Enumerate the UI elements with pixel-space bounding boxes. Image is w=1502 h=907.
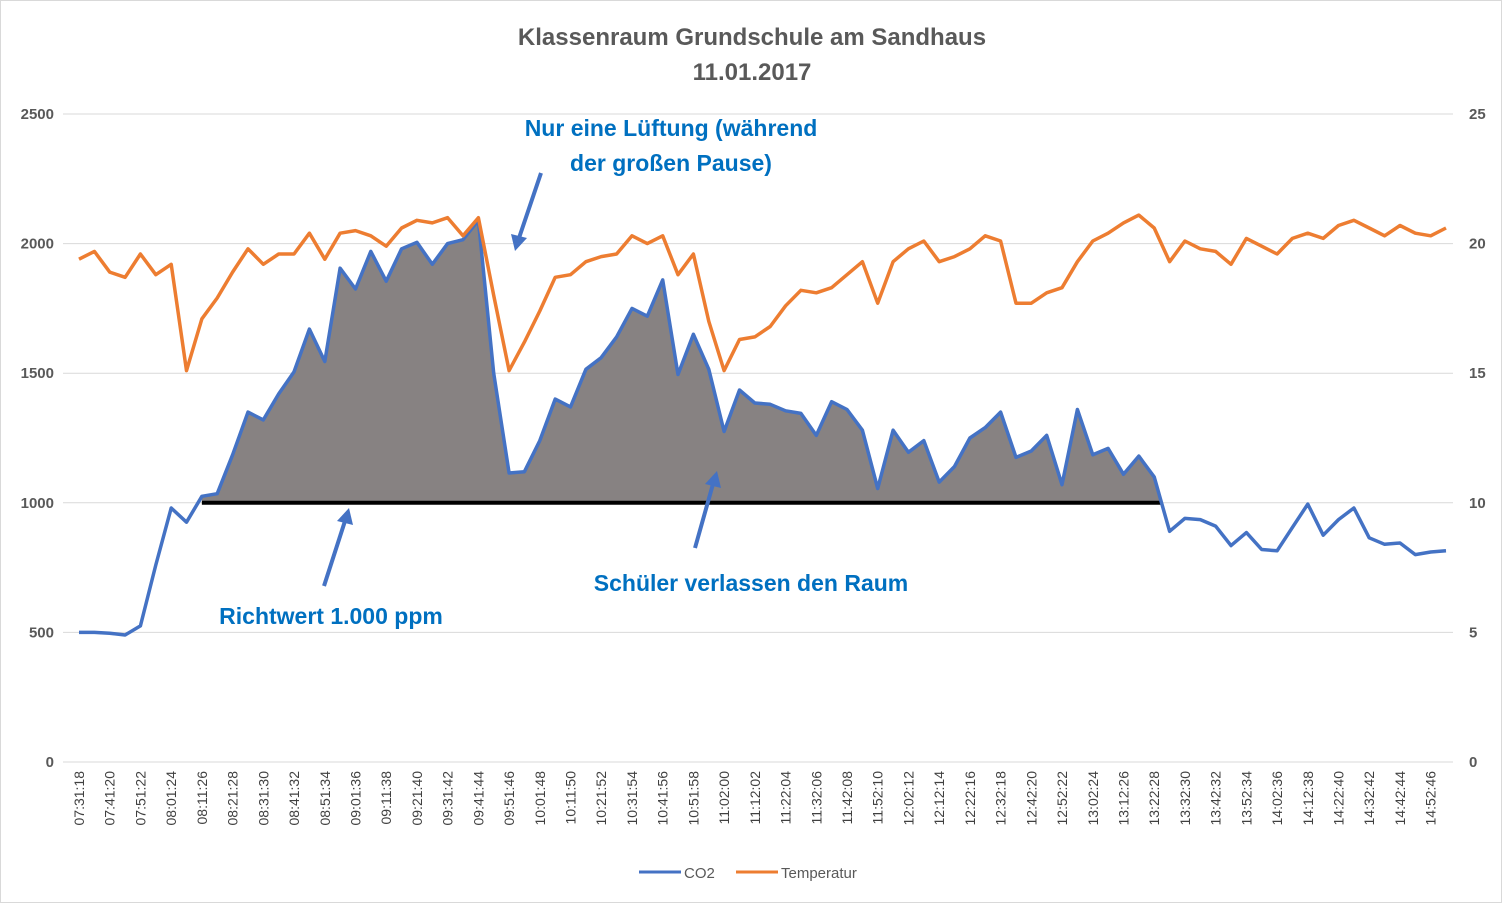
x-tick-label: 12:52:22 — [1054, 771, 1070, 826]
x-axis: 07:31:18 07:41:20 07:51:22 08:01:24 08:11:26… — [71, 771, 1439, 826]
y-left-tick-label: 2500 — [21, 106, 54, 123]
x-tick-label: 09:21:40 — [409, 771, 425, 826]
legend-temperature-label: Temperatur — [781, 865, 857, 882]
x-tick-label: 09:11:38 — [378, 771, 394, 825]
x-tick-label: 08:31:30 — [255, 771, 271, 826]
x-tick-label: 13:32:30 — [1177, 771, 1193, 826]
x-tick-label: 10:31:54 — [624, 771, 640, 826]
x-tick-label: 09:51:46 — [501, 771, 517, 826]
x-tick-label: 11:22:04 — [778, 771, 794, 825]
x-tick-label: 11:12:02 — [747, 771, 763, 825]
y-right-tick-label: 5 — [1469, 624, 1477, 641]
y-left-tick-label: 500 — [29, 624, 54, 641]
x-tick-label: 12:02:12 — [900, 771, 916, 826]
x-tick-label: 12:22:16 — [962, 771, 978, 826]
annotation-ventilation: Nur eine Lüftung (während der großen Pau… — [511, 115, 817, 251]
x-tick-label: 10:11:50 — [563, 771, 579, 825]
x-tick-label: 10:41:56 — [655, 771, 671, 826]
x-tick-label: 13:52:34 — [1238, 771, 1254, 826]
y-right-tick-label: 0 — [1469, 754, 1477, 771]
x-tick-label: 14:52:46 — [1423, 771, 1439, 826]
x-tick-label: 11:52:10 — [870, 771, 886, 825]
x-tick-label: 12:32:18 — [993, 771, 1009, 826]
x-tick-label: 14:12:38 — [1300, 771, 1316, 826]
x-tick-label: 08:01:24 — [163, 771, 179, 826]
annotation-students-text: Schüler verlassen den Raum — [594, 570, 908, 596]
x-tick-label: 07:51:22 — [132, 771, 148, 826]
series-points-temperatur — [79, 215, 1446, 371]
x-tick-label: 11:42:08 — [839, 771, 855, 825]
x-tick-label: 08:51:34 — [317, 771, 333, 826]
y-axis-right: 0 5 10 15 20 25 — [1469, 106, 1486, 771]
y-left-tick-label: 1000 — [21, 495, 54, 512]
arrow-line — [519, 173, 541, 238]
x-tick-label: 13:02:24 — [1085, 771, 1101, 826]
y-left-tick-label: 1500 — [21, 365, 54, 382]
x-tick-label: 13:12:26 — [1115, 771, 1131, 826]
x-tick-label: 08:11:26 — [194, 771, 210, 825]
y-right-tick-label: 10 — [1469, 495, 1486, 512]
x-tick-label: 08:41:32 — [286, 771, 302, 826]
annotation-ventilation-line1: Nur eine Lüftung (während — [525, 115, 818, 141]
annotation-threshold: Richtwert 1.000 ppm — [219, 508, 443, 629]
x-tick-label: 14:02:36 — [1269, 771, 1285, 826]
x-tick-label: 10:01:48 — [532, 771, 548, 826]
x-tick-label: 08:21:28 — [225, 771, 241, 826]
y-left-tick-label: 0 — [46, 754, 54, 771]
x-tick-label: 09:31:42 — [440, 771, 456, 826]
chart-subtitle: 11.01.2017 — [693, 59, 812, 86]
x-tick-label: 14:22:40 — [1331, 771, 1347, 826]
x-tick-label: 13:42:32 — [1208, 771, 1224, 826]
legend-co2-label: CO2 — [684, 865, 715, 882]
arrow-line — [324, 521, 345, 586]
x-tick-label: 07:31:18 — [71, 771, 87, 826]
x-tick-label: 12:12:14 — [931, 771, 947, 826]
x-tick-label: 14:32:42 — [1361, 771, 1377, 826]
chart-title: Klassenraum Grundschule am Sandhaus — [518, 24, 986, 51]
x-tick-label: 11:02:00 — [716, 771, 732, 825]
x-tick-label: 10:21:52 — [593, 771, 609, 826]
legend: CO2 Temperatur — [639, 865, 857, 882]
series-line-temperatur — [79, 215, 1446, 371]
y-axis-left: 0 500 1000 1500 2000 2500 — [21, 106, 54, 771]
y-right-tick-label: 20 — [1469, 236, 1486, 253]
x-tick-label: 09:41:44 — [470, 771, 486, 826]
x-tick-label: 11:32:06 — [808, 771, 824, 825]
y-left-tick-label: 2000 — [21, 236, 54, 253]
x-tick-label: 12:42:20 — [1023, 771, 1039, 826]
y-right-tick-label: 25 — [1469, 106, 1486, 123]
x-tick-label: 07:41:20 — [102, 771, 118, 826]
x-tick-label: 13:22:28 — [1146, 771, 1162, 826]
annotation-ventilation-line2: der großen Pause) — [570, 150, 772, 176]
x-tick-label: 09:01:36 — [347, 771, 363, 826]
x-tick-label: 14:42:44 — [1392, 771, 1408, 826]
y-right-tick-label: 15 — [1469, 365, 1486, 382]
arrow-head-icon — [511, 234, 527, 251]
x-tick-label: 10:51:58 — [685, 771, 701, 826]
arrow-head-icon — [337, 508, 353, 525]
annotation-threshold-text: Richtwert 1.000 ppm — [219, 603, 443, 629]
